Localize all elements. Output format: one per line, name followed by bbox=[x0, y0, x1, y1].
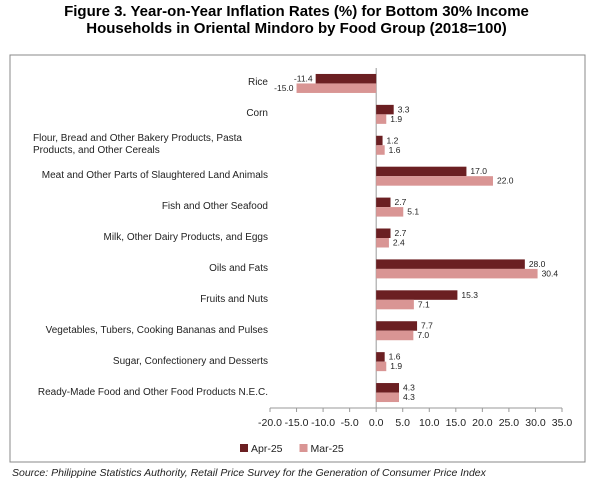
bar bbox=[376, 145, 385, 155]
x-tick-label: -15.0 bbox=[285, 417, 309, 429]
bar bbox=[296, 83, 377, 93]
x-tick-label: 20.0 bbox=[472, 417, 493, 429]
value-label: 1.6 bbox=[389, 145, 401, 155]
value-label: 22.0 bbox=[497, 176, 514, 186]
value-label: -15.0 bbox=[274, 83, 294, 93]
bar bbox=[376, 176, 493, 186]
bar bbox=[376, 299, 414, 310]
category-text: Oils and Fats bbox=[209, 262, 268, 274]
x-tick-label: -5.0 bbox=[341, 417, 359, 429]
bar bbox=[376, 352, 385, 362]
category-label: Meat and Other Parts of Slaughtered Land… bbox=[42, 170, 268, 182]
value-label: 7.0 bbox=[417, 330, 429, 340]
bar bbox=[315, 73, 377, 84]
bar bbox=[376, 104, 394, 115]
value-label: 3.3 bbox=[398, 104, 410, 114]
bar bbox=[376, 197, 391, 208]
category-text: Fruits and Nuts bbox=[200, 293, 268, 305]
category-label: Fruits and Nuts bbox=[200, 294, 268, 306]
value-label: 17.0 bbox=[470, 166, 487, 176]
x-tick-label: 35.0 bbox=[552, 417, 573, 429]
category-label: Milk, Other Dairy Products, and Eggs bbox=[103, 232, 268, 244]
bar bbox=[376, 135, 383, 146]
bar bbox=[376, 238, 389, 248]
category-text: Vegetables, Tubers, Cooking Bananas and … bbox=[45, 324, 268, 336]
value-label: 1.9 bbox=[390, 361, 402, 371]
category-label: Corn bbox=[246, 108, 268, 120]
bar bbox=[376, 259, 525, 269]
category-label: Ready-Made Food and Other Food Products … bbox=[38, 387, 268, 399]
category-text: Sugar, Confectionery and Desserts bbox=[112, 355, 268, 367]
value-label: 2.7 bbox=[395, 228, 407, 238]
value-label: 30.4 bbox=[542, 268, 559, 278]
bar bbox=[376, 361, 387, 372]
category-text: Ready-Made Food and Other Food Products … bbox=[37, 386, 268, 398]
category-label: Oils and Fats bbox=[209, 263, 268, 275]
x-tick-label: 30.0 bbox=[525, 417, 546, 429]
category-text: Milk, Other Dairy Products, and Eggs bbox=[103, 232, 268, 243]
x-tick-label: 15.0 bbox=[446, 417, 467, 429]
x-tick-label: 10.0 bbox=[419, 417, 440, 429]
category-text: Flour, Bread and Other Bakery Products, … bbox=[33, 133, 242, 157]
bar bbox=[376, 166, 467, 177]
value-label: 1.9 bbox=[390, 114, 402, 124]
source-note: Source: Philippine Statistics Authority,… bbox=[12, 467, 486, 479]
value-label: 1.2 bbox=[387, 135, 399, 145]
value-label: 15.3 bbox=[461, 290, 478, 300]
value-label: 7.7 bbox=[421, 321, 433, 331]
legend-swatch bbox=[240, 444, 248, 452]
legend-label: Mar-25 bbox=[311, 443, 344, 455]
category-label: Sugar, Confectionery and Desserts bbox=[113, 356, 268, 368]
bar bbox=[376, 330, 414, 341]
bar bbox=[376, 383, 400, 393]
value-label: 28.0 bbox=[529, 259, 546, 269]
value-label: 7.1 bbox=[418, 299, 430, 309]
category-label: Fish and Other Seafood bbox=[162, 201, 268, 213]
bar bbox=[376, 290, 458, 300]
category-text: Corn bbox=[246, 108, 268, 120]
x-tick-label: -10.0 bbox=[311, 417, 335, 429]
value-label: 2.7 bbox=[395, 197, 407, 207]
category-label: Vegetables, Tubers, Cooking Bananas and … bbox=[46, 325, 268, 337]
bar bbox=[376, 268, 538, 279]
bar bbox=[376, 207, 404, 217]
value-label: 4.3 bbox=[403, 383, 415, 393]
category-label: Flour, Bread and Other Bakery Products, … bbox=[33, 133, 268, 157]
legend-label: Apr-25 bbox=[251, 443, 283, 455]
legend-swatch bbox=[299, 444, 308, 452]
bar bbox=[376, 392, 400, 403]
value-label: 2.4 bbox=[393, 238, 405, 248]
chart-title: Figure 3. Year-on-Year Inflation Rates (… bbox=[64, 3, 529, 37]
x-tick-label: -20.0 bbox=[258, 417, 282, 429]
x-tick-label: 25.0 bbox=[499, 417, 520, 429]
chart-border bbox=[9, 54, 586, 463]
category-text: Rice bbox=[247, 77, 268, 89]
bar bbox=[376, 114, 387, 124]
x-tick-label: 0.0 bbox=[369, 417, 384, 429]
category-text: Meat and Other Parts of Slaughtered Land… bbox=[41, 170, 268, 182]
value-label: -11.4 bbox=[294, 73, 313, 83]
value-label: 5.1 bbox=[407, 207, 419, 217]
x-tick-label: 5.0 bbox=[395, 417, 410, 429]
category-text: Fish and Other Seafood bbox=[161, 201, 268, 213]
bar bbox=[376, 321, 418, 331]
category-label: Rice bbox=[248, 77, 268, 89]
bar bbox=[376, 228, 391, 238]
value-label: 4.3 bbox=[403, 392, 415, 402]
value-label: 1.6 bbox=[389, 352, 401, 362]
